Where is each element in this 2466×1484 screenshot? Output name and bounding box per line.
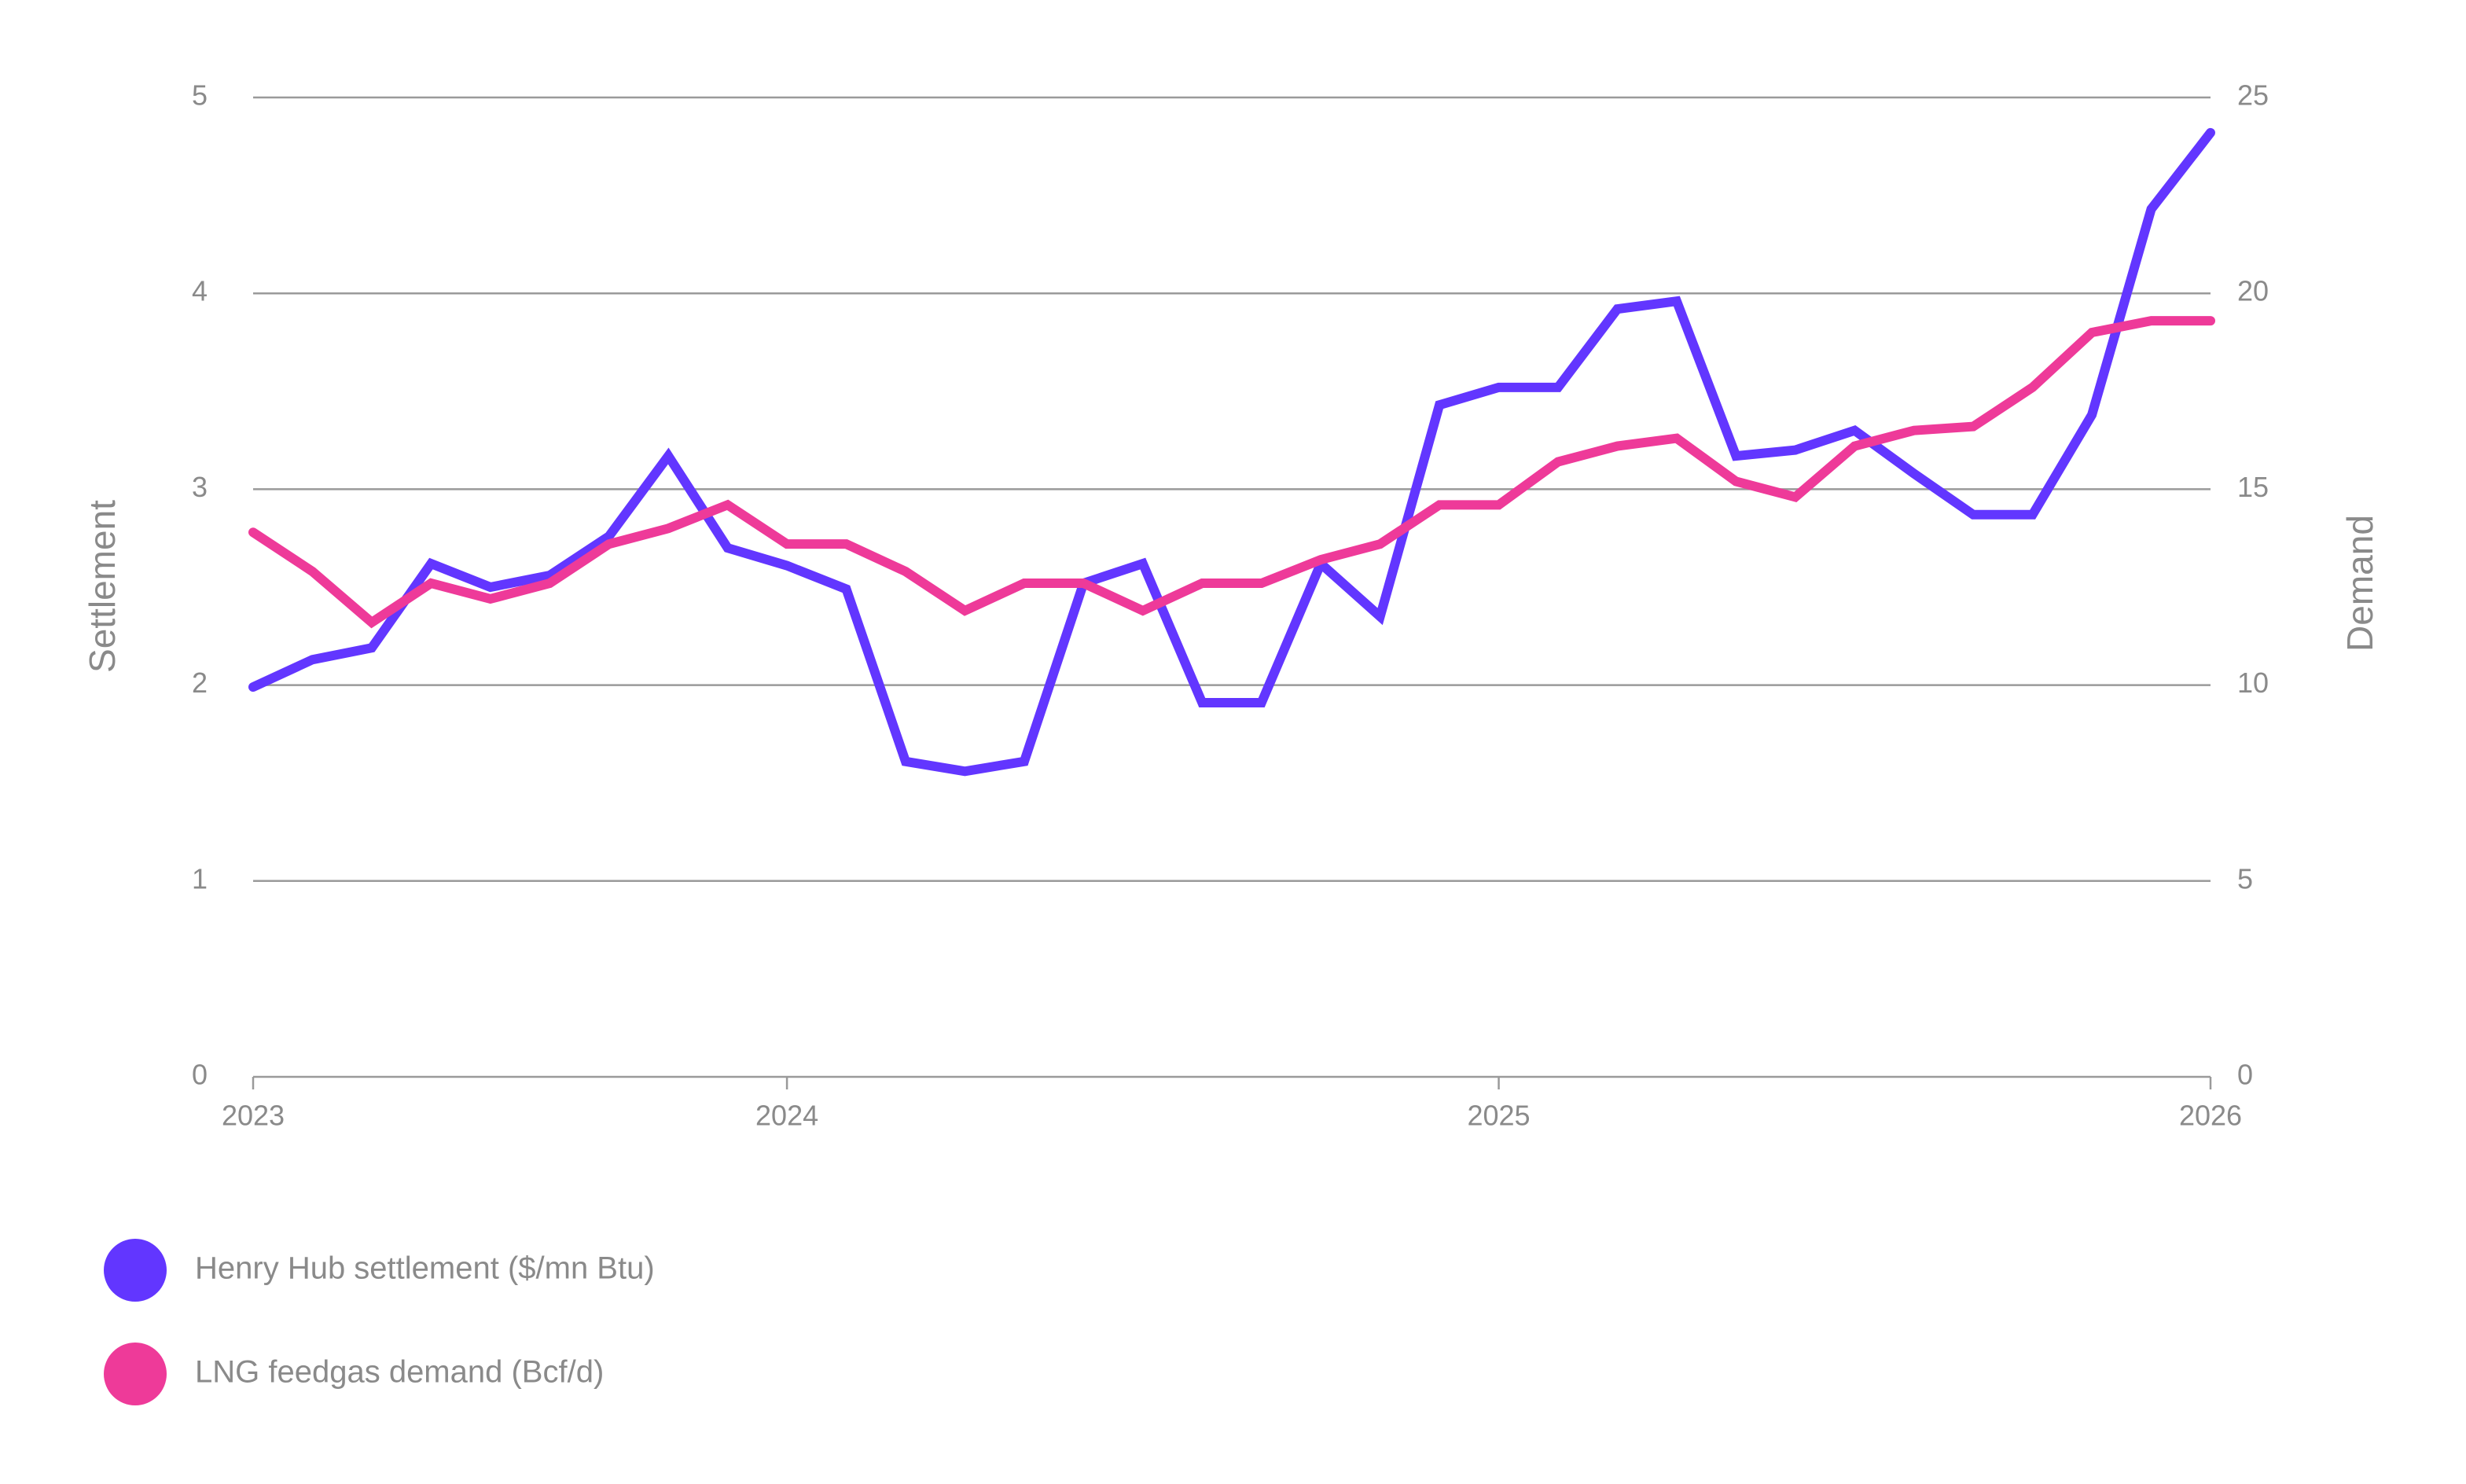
y2-tick-label: 20 — [2237, 275, 2269, 307]
y2-tick-label: 15 — [2237, 471, 2269, 503]
x-tick-label: 2025 — [1467, 1100, 1530, 1132]
y2-tick-label: 5 — [2237, 862, 2253, 894]
x-tick-label: 2023 — [222, 1100, 285, 1132]
y-tick-label: 2 — [192, 667, 208, 699]
y-tick-label: 4 — [192, 275, 208, 307]
y-tick-label: 1 — [192, 862, 208, 894]
line-series — [248, 316, 2215, 629]
line-series — [248, 127, 2215, 777]
y2-axis-title: Demand — [2339, 515, 2380, 652]
y2-tick-label: 25 — [2237, 79, 2269, 112]
x-tick-label: 2026 — [2179, 1100, 2242, 1132]
y-tick-label: 0 — [192, 1059, 208, 1091]
y2-tick-label: 0 — [2237, 1059, 2253, 1091]
legend-swatch — [104, 1239, 167, 1302]
y-axis-title: Settlement — [82, 500, 123, 673]
legend-label: LNG feedgas demand (Bcf/d) — [195, 1355, 604, 1390]
y-tick-label: 5 — [192, 79, 208, 112]
y-tick-label: 3 — [192, 471, 208, 503]
legend-label: Henry Hub settlement ($/mn Btu) — [195, 1251, 655, 1286]
legend-swatch — [104, 1343, 167, 1405]
y2-tick-label: 10 — [2237, 667, 2269, 699]
x-tick-label: 2024 — [755, 1100, 818, 1132]
